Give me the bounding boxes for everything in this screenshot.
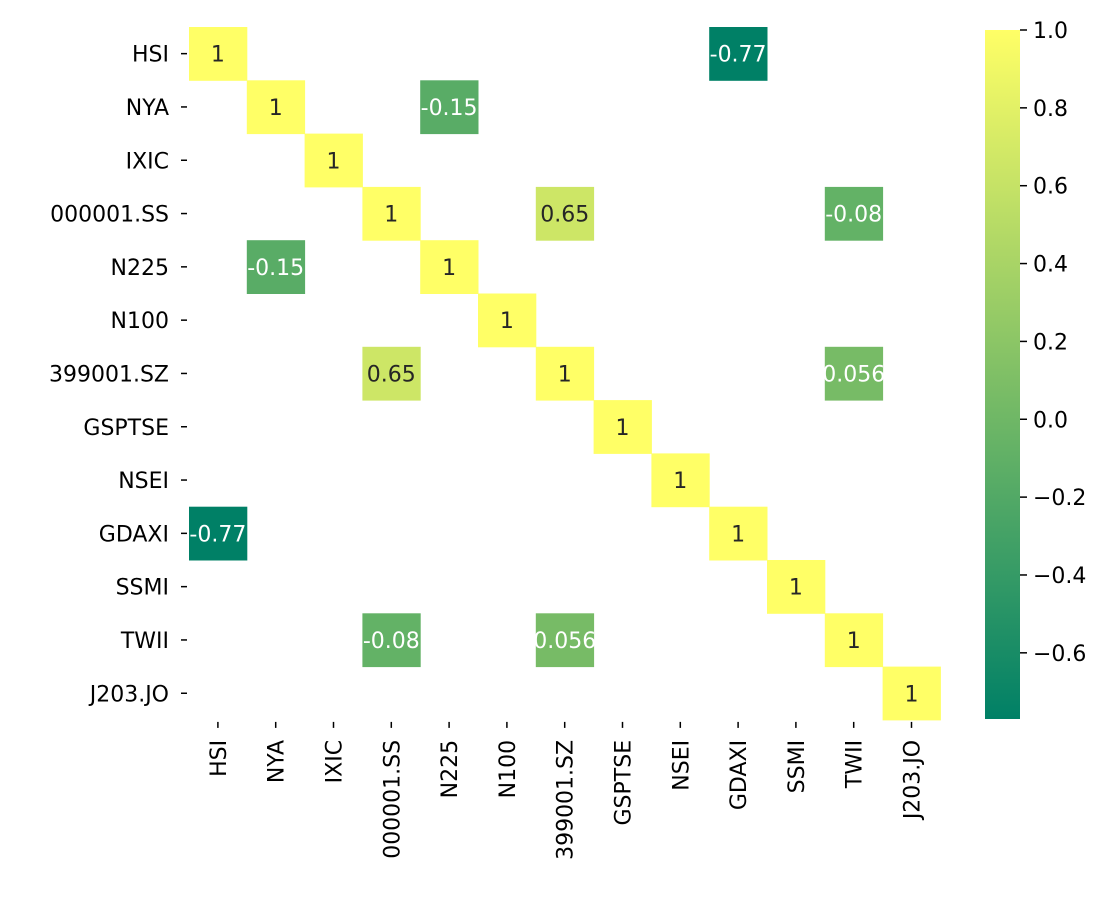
x-tick-label-N100: N100 <box>496 740 521 798</box>
heatmap-cell-TWII-399001.SZ <box>535 613 595 668</box>
y-tick-label-GSPTSE: GSPTSE <box>83 416 169 441</box>
y-tick-label-000001.SS: 000001.SS <box>50 203 169 228</box>
y-tick-label-GDAXI: GDAXI <box>99 522 169 547</box>
heatmap-cell-000001.SS-TWII <box>824 186 884 241</box>
heatmap-cell-value-N225-NYA: -0.15 <box>247 256 304 281</box>
x-tick-label-TWII: TWII <box>843 740 868 789</box>
heatmap-cell-value-399001.SZ-399001.SZ: 1 <box>558 362 572 387</box>
colorbar-tick-label: 0.8 <box>1033 97 1068 122</box>
colorbar-tick-label: −0.4 <box>1033 564 1086 589</box>
heatmap-cell-TWII-TWII <box>824 613 884 668</box>
heatmap-cell-000001.SS-000001.SS <box>362 186 421 241</box>
heatmap-cell-NYA-N225 <box>420 80 479 135</box>
heatmap-cell-000001.SS-399001.SZ <box>535 186 595 241</box>
x-tick-label-GDAXI: GDAXI <box>727 740 752 810</box>
heatmap-cell-value-N100-N100: 1 <box>500 309 514 334</box>
heatmap-cell-value-000001.SS-TWII: -0.08 <box>825 203 882 228</box>
heatmap-cell-NSEI-NSEI <box>651 453 710 508</box>
heatmap-cell-value-N225-N225: 1 <box>442 256 456 281</box>
heatmap-cell-value-000001.SS-399001.SZ: 0.65 <box>540 203 589 228</box>
colorbar-tick-label: 0.2 <box>1033 330 1068 355</box>
heatmap-cell-HSI-GDAXI <box>709 27 768 81</box>
heatmap-cell-IXIC-IXIC <box>304 133 363 188</box>
heatmap-cell-N225-N225 <box>420 240 479 294</box>
x-tick-label-000001.SS: 000001.SS <box>380 740 405 859</box>
x-tick-label-N225: N225 <box>438 740 463 798</box>
heatmap-cell-value-NSEI-NSEI: 1 <box>673 469 687 494</box>
heatmap-cell-value-GDAXI-HSI: -0.77 <box>189 522 246 547</box>
heatmap-cell-value-399001.SZ-000001.SS: 0.65 <box>367 362 416 387</box>
y-axis-tick-labels: HSI NYA IXIC 000001.SS N225 N100 399001.SZ GSPT… <box>49 43 187 707</box>
x-tick-label-NSEI: NSEI <box>669 740 694 791</box>
x-tick-label-HSI: HSI <box>207 740 232 777</box>
heatmap-cell-value-000001.SS-000001.SS: 1 <box>384 203 398 228</box>
heatmap-cell-value-HSI-HSI: 1 <box>211 43 225 68</box>
y-tick-label-NYA: NYA <box>126 96 169 121</box>
heatmap-cell-HSI-HSI <box>189 27 248 81</box>
heatmap-cell-value-J203.JO-J203.JO: 1 <box>905 682 919 707</box>
x-tick-label-SSMI: SSMI <box>785 740 810 793</box>
x-tick-label-NYA: NYA <box>265 740 290 783</box>
heatmap-cell-399001.SZ-399001.SZ <box>535 346 595 401</box>
heatmap-cell-value-GDAXI-GDAXI: 1 <box>731 522 745 547</box>
heatmap-cell-GSPTSE-GSPTSE <box>593 400 652 454</box>
heatmap-cell-value-IXIC-IXIC: 1 <box>327 149 341 174</box>
x-tick-label-J203.JO: J203.JO <box>901 740 926 821</box>
heatmap-cell-value-GSPTSE-GSPTSE: 1 <box>616 416 630 441</box>
y-tick-label-IXIC: IXIC <box>126 149 169 174</box>
colorbar-tick-label: 0.6 <box>1033 175 1068 200</box>
colorbar-gradient <box>985 30 1020 719</box>
y-tick-label-N100: N100 <box>111 309 169 334</box>
heatmap-cells: 1 -0.77 1 -0.15 1 1 0.65 -0.08 -0.15 1 1 0.65 1 0.056… <box>189 27 941 721</box>
heatmap-cell-value-TWII-000001.SS: -0.08 <box>363 629 420 654</box>
heatmap-cell-value-NYA-N225: -0.15 <box>421 96 478 121</box>
heatmap-cell-399001.SZ-TWII <box>824 346 884 401</box>
y-tick-label-NSEI: NSEI <box>118 469 169 494</box>
colorbar-tick-label: 0.4 <box>1033 253 1068 278</box>
y-tick-label-J203.JO: J203.JO <box>88 682 169 707</box>
colorbar-tick-label: −0.2 <box>1033 486 1086 511</box>
y-tick-label-SSMI: SSMI <box>116 576 169 601</box>
x-axis-tick-labels: HSI NYA IXIC 000001.SS N225 N100 399001.SZ GSPT… <box>207 721 926 860</box>
x-tick-label-399001.SZ: 399001.SZ <box>554 740 579 860</box>
colorbar-tick-label: −0.6 <box>1033 642 1086 667</box>
heatmap-cell-399001.SZ-000001.SS <box>362 346 421 401</box>
heatmap-cell-value-SSMI-SSMI: 1 <box>789 576 803 601</box>
y-tick-label-HSI: HSI <box>132 43 169 68</box>
y-tick-label-N225: N225 <box>111 256 169 281</box>
heatmap-cell-NYA-NYA <box>246 80 306 135</box>
heatmap-cell-value-NYA-NYA: 1 <box>269 96 283 121</box>
colorbar-tick-label: 0.0 <box>1033 408 1068 433</box>
heatmap-cell-value-TWII-TWII: 1 <box>847 629 861 654</box>
heatmap-cell-TWII-000001.SS <box>362 613 421 668</box>
heatmap-cell-N225-NYA <box>246 240 306 294</box>
heatmap-cell-value-TWII-399001.SZ: 0.056 <box>533 629 596 654</box>
y-tick-label-399001.SZ: 399001.SZ <box>49 362 169 387</box>
colorbar: 1.0 0.8 0.6 0.4 0.2 0.0 −0.2 −0.4 −0.6 <box>985 19 1086 719</box>
heatmap-cell-J203.JO-J203.JO <box>882 666 941 721</box>
heatmap-cell-N100-N100 <box>478 293 537 348</box>
heatmap-cell-value-399001.SZ-TWII: 0.056 <box>822 362 885 387</box>
heatmap-cell-SSMI-SSMI <box>767 560 826 614</box>
x-tick-label-IXIC: IXIC <box>323 740 348 783</box>
heatmap-cell-GDAXI-GDAXI <box>709 506 768 561</box>
heatmap-cell-value-HSI-GDAXI: -0.77 <box>710 43 767 68</box>
y-tick-label-TWII: TWII <box>120 629 169 654</box>
heatmap-cell-GDAXI-HSI <box>189 506 248 561</box>
x-tick-label-GSPTSE: GSPTSE <box>612 740 637 826</box>
colorbar-tick-label: 1.0 <box>1033 19 1068 44</box>
